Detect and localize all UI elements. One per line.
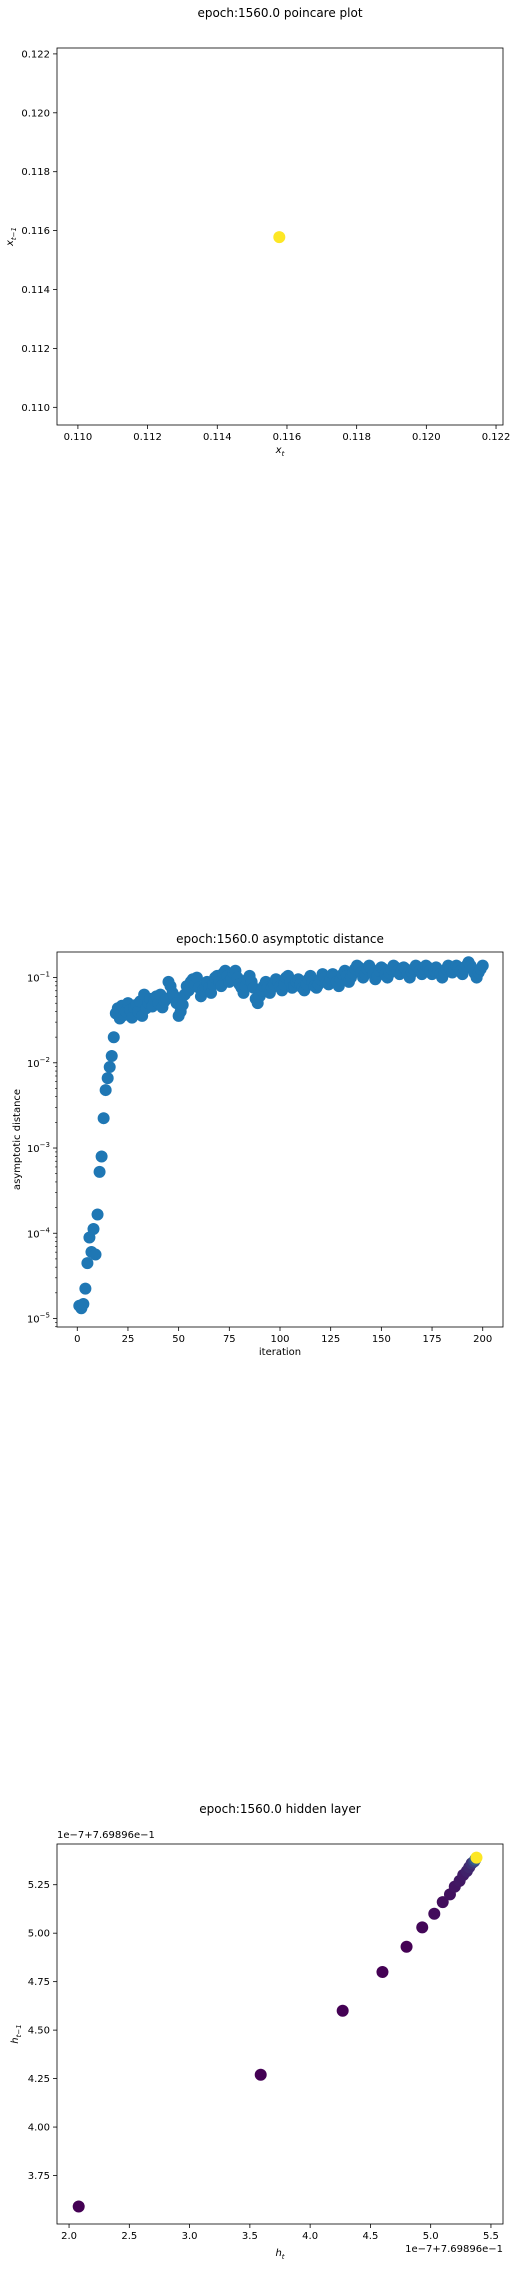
asymptotic-xtick-label: 50 — [172, 1334, 185, 1345]
hidden-ytick-label: 4.75 — [28, 1977, 50, 1988]
hidden-ylabel: ht−1 — [10, 2024, 23, 2043]
hidden-ytick-label: 5.00 — [28, 1929, 50, 1940]
poincare-title: epoch:1560.0 poincare plot — [197, 6, 362, 20]
asymptotic-xtick-label: 75 — [223, 1334, 236, 1345]
hidden-xtick-label: 3.5 — [242, 2231, 258, 2242]
poincare-xtick-label: 0.122 — [482, 432, 511, 443]
poincare-xtick-label: 0.116 — [273, 432, 302, 443]
hidden-xlabel: ht — [275, 2248, 284, 2261]
hidden-point — [255, 2069, 267, 2081]
asymptotic-point — [96, 1151, 108, 1163]
hidden-xtick-label: 5.5 — [483, 2231, 499, 2242]
poincare-xtick-label: 0.114 — [203, 432, 232, 443]
hidden-y-offset-text: 1e−7+7.69896e−1 — [57, 1830, 155, 1841]
asymptotic-point — [94, 1166, 106, 1178]
asymptotic-ytick-label: 10−2 — [27, 1056, 50, 1070]
poincare-xtick-label: 0.120 — [412, 432, 441, 443]
asymptotic-point — [100, 1084, 112, 1096]
hidden-point — [337, 2005, 349, 2017]
poincare-xtick-label: 0.112 — [133, 432, 162, 443]
asymptotic-point — [79, 1283, 91, 1295]
hidden-point — [428, 1908, 440, 1920]
poincare-plot: epoch:1560.0 poincare plot 0.110 0.112 0.11… — [5, 6, 510, 458]
asymptotic-ytick-label: 10−5 — [27, 1311, 50, 1325]
hidden-point — [376, 1966, 388, 1978]
asymptotic-distance-plot: epoch:1560.0 asymptotic distance 0 25 50 75 1… — [12, 932, 503, 1358]
asymptotic-point — [477, 960, 489, 972]
asymptotic-point — [177, 999, 189, 1011]
asymptotic-ylabel: asymptotic distance — [12, 1089, 23, 1190]
hidden-point — [416, 1921, 428, 1933]
hidden-axes-frame — [57, 1844, 503, 2224]
hidden-ytick-label: 3.75 — [28, 2171, 50, 2182]
asymptotic-xtick-label: 175 — [422, 1334, 441, 1345]
asymptotic-point — [90, 1249, 102, 1261]
hidden-xtick-label: 2.5 — [121, 2231, 137, 2242]
asymptotic-xtick-label: 125 — [321, 1334, 340, 1345]
asymptotic-point — [92, 1209, 104, 1221]
hidden-point — [73, 2201, 85, 2213]
asymptotic-point — [98, 1112, 110, 1124]
poincare-ylabel: xt−1 — [5, 227, 18, 247]
asymptotic-point — [106, 1050, 118, 1062]
asymptotic-xtick-label: 200 — [473, 1334, 492, 1345]
poincare-xtick-label: 0.110 — [64, 432, 93, 443]
poincare-ytick-label: 0.114 — [21, 285, 50, 296]
asymptotic-xtick-label: 0 — [74, 1334, 80, 1345]
hidden-xtick-label: 5.0 — [423, 2231, 439, 2242]
hidden-xtick-label: 2.0 — [61, 2231, 77, 2242]
asymptotic-xtick-label: 100 — [270, 1334, 289, 1345]
hidden-point — [470, 1852, 482, 1864]
asymptotic-point — [104, 1061, 116, 1073]
hidden-ytick-label: 5.25 — [28, 1880, 50, 1891]
asymptotic-xtick-label: 150 — [372, 1334, 391, 1345]
asymptotic-point — [108, 1031, 120, 1043]
hidden-x-offset-text: 1e−7+7.69896e−1 — [405, 2244, 503, 2255]
poincare-ytick-label: 0.116 — [21, 226, 50, 237]
asymptotic-point — [87, 1223, 99, 1235]
hidden-ytick-label: 4.25 — [28, 2074, 50, 2085]
hidden-ytick-label: 4.00 — [28, 2123, 50, 2134]
asymptotic-xlabel: iteration — [259, 1347, 301, 1358]
asymptotic-title: epoch:1560.0 asymptotic distance — [176, 932, 384, 946]
hidden-xtick-label: 3.0 — [182, 2231, 198, 2242]
poincare-ytick-label: 0.110 — [21, 403, 50, 414]
poincare-point — [273, 231, 285, 243]
hidden-title: epoch:1560.0 hidden layer — [199, 1802, 361, 1816]
poincare-ytick-label: 0.118 — [21, 167, 50, 178]
hidden-layer-plot: epoch:1560.0 hidden layer 1e−7+7.69896e−1… — [10, 1802, 503, 2261]
poincare-xtick-label: 0.118 — [342, 432, 371, 443]
asymptotic-point — [77, 1298, 89, 1310]
asymptotic-ytick-label: 10−1 — [27, 971, 50, 985]
poincare-ytick-label: 0.112 — [21, 344, 50, 355]
hidden-xtick-label: 4.5 — [362, 2231, 378, 2242]
hidden-xtick-label: 4.0 — [302, 2231, 318, 2242]
hidden-ytick-label: 4.50 — [28, 2026, 50, 2037]
asymptotic-ytick-label: 10−3 — [27, 1141, 50, 1155]
asymptotic-xtick-label: 25 — [122, 1334, 135, 1345]
asymptotic-ytick-label: 10−4 — [27, 1226, 51, 1240]
poincare-xlabel: xt — [275, 445, 285, 458]
poincare-ytick-label: 0.122 — [21, 49, 50, 60]
hidden-point — [401, 1941, 413, 1953]
asymptotic-point — [102, 1072, 114, 1084]
poincare-ytick-label: 0.120 — [21, 108, 50, 119]
